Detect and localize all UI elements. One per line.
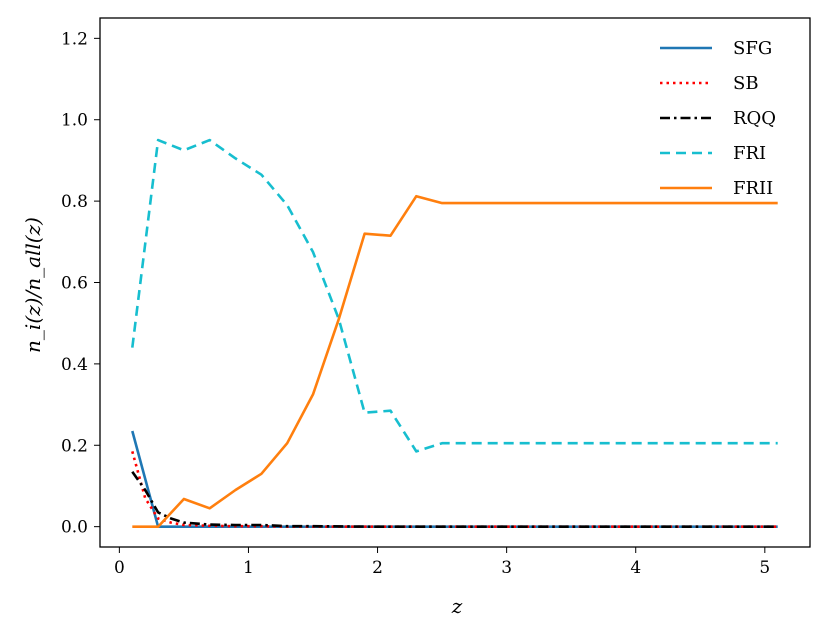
plot-lines bbox=[131, 138, 778, 529]
legend: SFG SB RQQ FRI FRII bbox=[660, 38, 776, 199]
legend-label-frii: FRII bbox=[733, 178, 773, 199]
legend-label-fri: FRI bbox=[733, 143, 766, 164]
x-tick-label: 2 bbox=[372, 558, 383, 578]
x-tick-label: 5 bbox=[759, 558, 770, 578]
y-axis: 0.0 0.2 0.4 0.6 0.8 1.0 1.2 bbox=[61, 29, 100, 538]
x-axis-label: z bbox=[451, 594, 463, 618]
y-axis-label: n_i(z)/n_all(z) bbox=[21, 217, 45, 353]
series-line-fri bbox=[131, 138, 778, 453]
x-tick-label: 3 bbox=[501, 558, 512, 578]
y-tick-label: 0.4 bbox=[61, 355, 88, 375]
x-tick-label: 0 bbox=[114, 558, 125, 578]
x-axis: 0 1 2 3 4 5 bbox=[114, 547, 770, 578]
legend-label-sfg: SFG bbox=[733, 38, 772, 59]
y-tick-label: 0.6 bbox=[61, 274, 88, 294]
legend-label-rqq: RQQ bbox=[733, 108, 776, 129]
y-tick-label: 0.2 bbox=[61, 436, 88, 456]
plot-frame bbox=[99, 17, 811, 548]
series-line-frii bbox=[132, 194, 778, 529]
x-tick-label: 4 bbox=[630, 558, 641, 578]
legend-label-sb: SB bbox=[733, 73, 759, 94]
y-axis-label-text: n_i(z)/n_all(z) bbox=[21, 217, 45, 353]
y-tick-label: 0.8 bbox=[61, 192, 88, 212]
y-tick-label: 1.0 bbox=[61, 111, 88, 131]
y-tick-label: 0.0 bbox=[61, 518, 88, 538]
y-tick-label: 1.2 bbox=[61, 29, 88, 49]
series-line-rqq bbox=[131, 470, 778, 529]
series-line-sfg bbox=[131, 430, 778, 529]
x-tick-label: 1 bbox=[243, 558, 254, 578]
series-line-sb bbox=[131, 451, 778, 529]
